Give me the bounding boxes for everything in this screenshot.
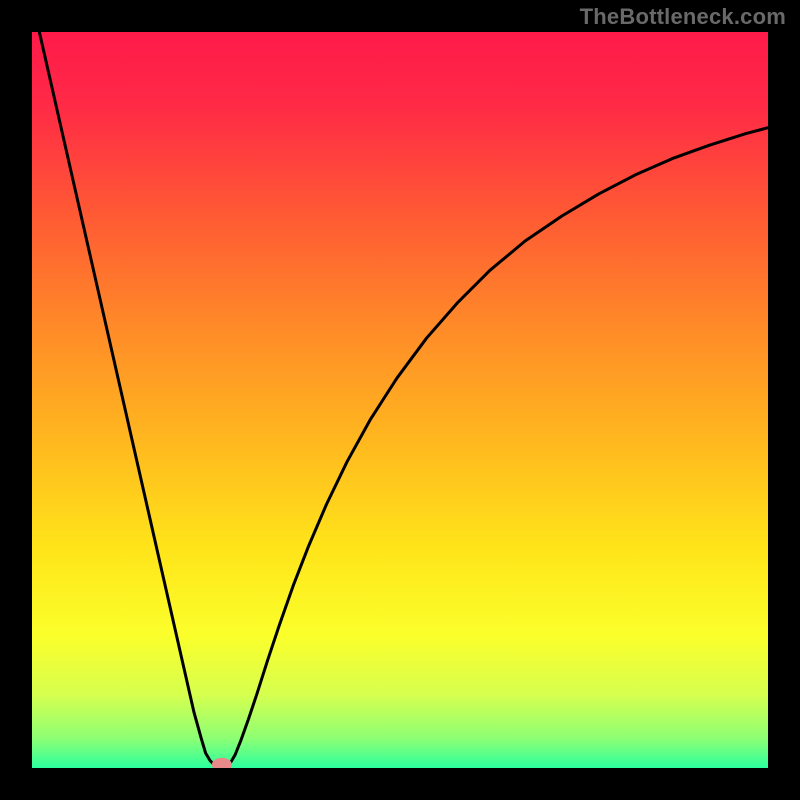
plot-background: [32, 32, 768, 768]
chart-stage: TheBottleneck.com: [0, 0, 800, 800]
watermark-text: TheBottleneck.com: [580, 4, 786, 30]
bottleneck-chart: [0, 0, 800, 800]
